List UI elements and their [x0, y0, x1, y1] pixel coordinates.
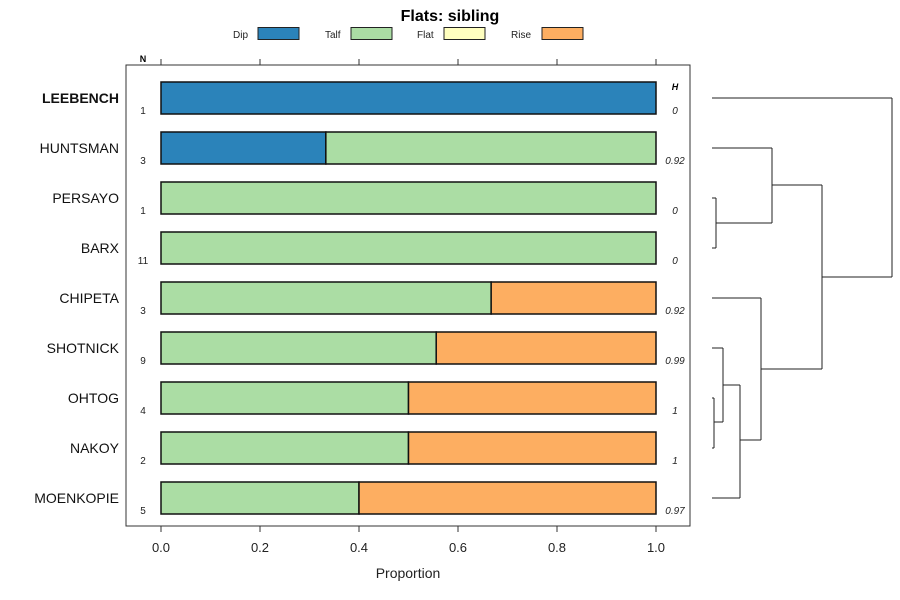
x-tick-label: 0.4 — [350, 540, 368, 555]
bar-segment-rise — [407, 431, 657, 465]
n-value: 3 — [140, 156, 146, 167]
x-tick-label: 0.2 — [251, 540, 269, 555]
chart-title: Flats: sibling — [401, 8, 500, 25]
h-header: H — [672, 82, 679, 92]
row-label: HUNTSMAN — [40, 140, 119, 156]
h-value: 1 — [672, 406, 678, 417]
row-label: BARX — [81, 240, 120, 256]
legend-swatch — [443, 27, 486, 40]
bar-segment-rise — [490, 281, 657, 315]
n-value: 1 — [140, 106, 146, 117]
bar-segment-rise — [435, 331, 657, 365]
h-value: 0 — [672, 206, 678, 217]
n-header: N — [140, 54, 147, 64]
h-value: 1 — [672, 456, 678, 467]
n-value: 11 — [138, 256, 149, 267]
legend-label: Rise — [511, 30, 531, 41]
h-value: 0.92 — [665, 306, 685, 317]
bar-segment-rise — [407, 381, 657, 415]
bar-segment-talf — [160, 281, 492, 315]
row-label: OHTOG — [68, 390, 119, 406]
legend-swatch — [350, 27, 393, 40]
bar-segment-talf — [325, 131, 657, 165]
legend-label: Flat — [417, 30, 434, 41]
x-tick-label: 0.0 — [152, 540, 170, 555]
bar-segment-rise — [358, 481, 657, 515]
h-value: 0.97 — [665, 506, 685, 517]
row-label: CHIPETA — [59, 290, 119, 306]
h-value: 0 — [672, 106, 678, 117]
legend-label: Dip — [233, 30, 248, 41]
row-label: PERSAYO — [52, 190, 119, 206]
n-value: 3 — [140, 306, 146, 317]
x-tick-label: 0.6 — [449, 540, 467, 555]
bar-segment-talf — [160, 431, 410, 465]
row-label: MOENKOPIE — [34, 490, 119, 506]
bar-segment-dip — [160, 131, 327, 165]
bar-segment-talf — [160, 381, 410, 415]
bar-segment-talf — [160, 331, 437, 365]
legend-swatch — [541, 27, 584, 40]
x-tick-label: 1.0 — [647, 540, 665, 555]
bar-segment-dip — [160, 81, 657, 115]
h-value: 0 — [672, 256, 678, 267]
row-label: LEEBENCH — [42, 90, 119, 106]
row-label: NAKOY — [70, 440, 120, 456]
h-value: 0.92 — [665, 156, 685, 167]
bar-segment-talf — [160, 481, 360, 515]
x-tick-label: 0.8 — [548, 540, 566, 555]
n-value: 4 — [140, 406, 146, 417]
legend-label: Talf — [325, 30, 341, 41]
plot-frame — [125, 64, 691, 527]
legend-swatch — [257, 27, 300, 40]
n-value: 9 — [140, 356, 146, 367]
n-value: 2 — [140, 456, 146, 467]
h-value: 0.99 — [665, 356, 685, 367]
row-label: SHOTNICK — [47, 340, 120, 356]
bar-segment-talf — [160, 181, 657, 215]
n-value: 5 — [140, 506, 146, 517]
n-value: 1 — [140, 206, 146, 217]
bar-segment-talf — [160, 231, 657, 265]
x-axis-label: Proportion — [376, 565, 441, 581]
